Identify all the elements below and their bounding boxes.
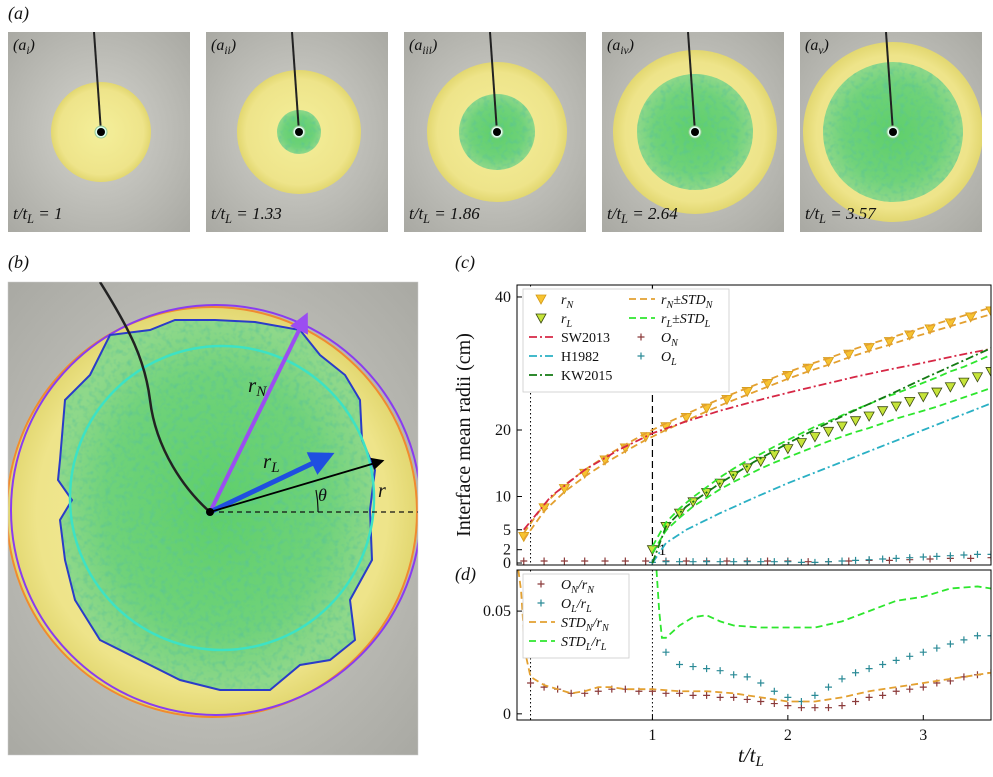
legend-label-part: ±STD	[672, 312, 705, 327]
legend-label-part: N	[586, 585, 595, 596]
image-time-part: t/t	[409, 204, 424, 223]
x-axis-label-part: t/t	[738, 743, 757, 767]
photo-a: (aii)t/tL = 1.33	[206, 32, 388, 232]
image-label-part: (a	[409, 37, 422, 54]
panel-label: (b)	[8, 252, 29, 273]
injection-point	[206, 508, 214, 516]
photo-a: (aiv)t/tL = 2.64	[602, 32, 784, 232]
legend-label: H1982	[561, 350, 599, 365]
legend-label-part: O	[661, 331, 671, 346]
legend-label-part: /r	[591, 635, 602, 650]
image-label-part: )	[29, 37, 35, 54]
image-label-part: )	[230, 37, 236, 54]
legend-label-part: O	[561, 597, 571, 612]
probe	[691, 128, 699, 136]
probe	[493, 128, 501, 136]
x-tick-label: 3	[919, 727, 927, 744]
y-tick-label: 10	[495, 488, 511, 505]
panel-label: (c)	[455, 252, 475, 273]
annotation-r-l-part: L	[270, 460, 279, 476]
y-tick-label: 40	[495, 289, 511, 306]
image-label-part: (a	[211, 37, 224, 54]
image-time-part: = 2.64	[628, 204, 678, 223]
photo-a: (ai)t/tL = 1	[8, 32, 190, 232]
legend-label-part: /r	[577, 578, 588, 593]
image-time-part: L	[620, 212, 628, 226]
legend-label-part: L	[704, 319, 711, 330]
image-label-part: )	[822, 37, 828, 54]
annotation-r: r	[378, 480, 386, 502]
photo-a: (aiii) t/tL = 1.86	[404, 32, 586, 232]
y-tick-label: 5	[503, 522, 511, 539]
legend-label: KW2015	[561, 369, 612, 384]
image-time-part: L	[422, 212, 430, 226]
image-time-part: = 1.33	[232, 204, 282, 223]
image-label-part: iii	[422, 45, 432, 57]
legend-label-part: STD	[561, 616, 586, 631]
legend-label-part: /r	[576, 597, 587, 612]
y-tick-label: 0.05	[483, 603, 511, 620]
image-time-part: L	[26, 212, 34, 226]
panel-label: (d)	[455, 564, 476, 585]
legend-label-part: O	[561, 578, 571, 593]
image-time: t/tL = 1.33	[211, 204, 282, 226]
image-time-part: t/t	[13, 204, 28, 223]
x-tick-label: 1	[648, 727, 656, 744]
panel-label: (a)	[8, 3, 29, 24]
legend-label-part: O	[661, 350, 671, 365]
green-region	[58, 320, 375, 690]
image-label-part: (a	[607, 37, 620, 54]
legend-label-part: N	[670, 338, 679, 349]
legend-label-part: N	[705, 300, 714, 311]
image-label-part: )	[431, 37, 437, 54]
y-tick-label: 20	[495, 422, 511, 439]
x-axis-label-part: L	[755, 754, 764, 770]
y-axis-label: Interface mean radii (cm)	[453, 333, 475, 537]
image-time: t/tL = 1	[13, 204, 62, 226]
legend-label-part: L	[565, 319, 572, 330]
image-time-part: L	[224, 212, 232, 226]
legend-label: SW2013	[561, 331, 610, 346]
annotation-r-n-part: N	[255, 384, 267, 400]
legend-label-part: ±STD	[673, 293, 706, 308]
x-tick-label: 2	[784, 727, 792, 744]
x-axis-label: t/tL	[738, 743, 764, 770]
image-time-part: = 1.86	[430, 204, 480, 223]
legend-label-part: L	[670, 357, 677, 368]
legend-label-part: STD	[561, 635, 586, 650]
legend-label-part: L	[600, 642, 607, 653]
image-time-part: t/t	[607, 204, 622, 223]
annotation-theta: θ	[318, 485, 327, 505]
image-time-part: = 3.57	[826, 204, 877, 223]
image-label-part: )	[628, 37, 634, 54]
y-tick-label: 2	[503, 542, 511, 559]
image-time-part: t/t	[211, 204, 226, 223]
y-tick-label: 0	[503, 706, 511, 723]
image-time-part: = 1	[34, 204, 62, 223]
probe	[889, 128, 897, 136]
image-time: t/tL = 1.86	[409, 204, 480, 226]
photo-b	[6, 282, 421, 755]
probe	[295, 128, 303, 136]
legend-label-part: N	[601, 623, 610, 634]
legend-label-part: /r	[592, 616, 603, 631]
photo-a: (av)t/tL = 3.57	[800, 32, 983, 232]
legend-label-part: L	[585, 604, 592, 615]
image-time: t/tL = 3.57	[805, 204, 877, 226]
legend-label-part: N	[565, 300, 574, 311]
image-label-part: (a	[13, 37, 26, 54]
probe	[97, 128, 105, 136]
image-time-part: L	[818, 212, 826, 226]
image-time-part: t/t	[805, 204, 820, 223]
image-time: t/tL = 2.64	[607, 204, 678, 226]
image-label-part: (a	[805, 37, 818, 54]
